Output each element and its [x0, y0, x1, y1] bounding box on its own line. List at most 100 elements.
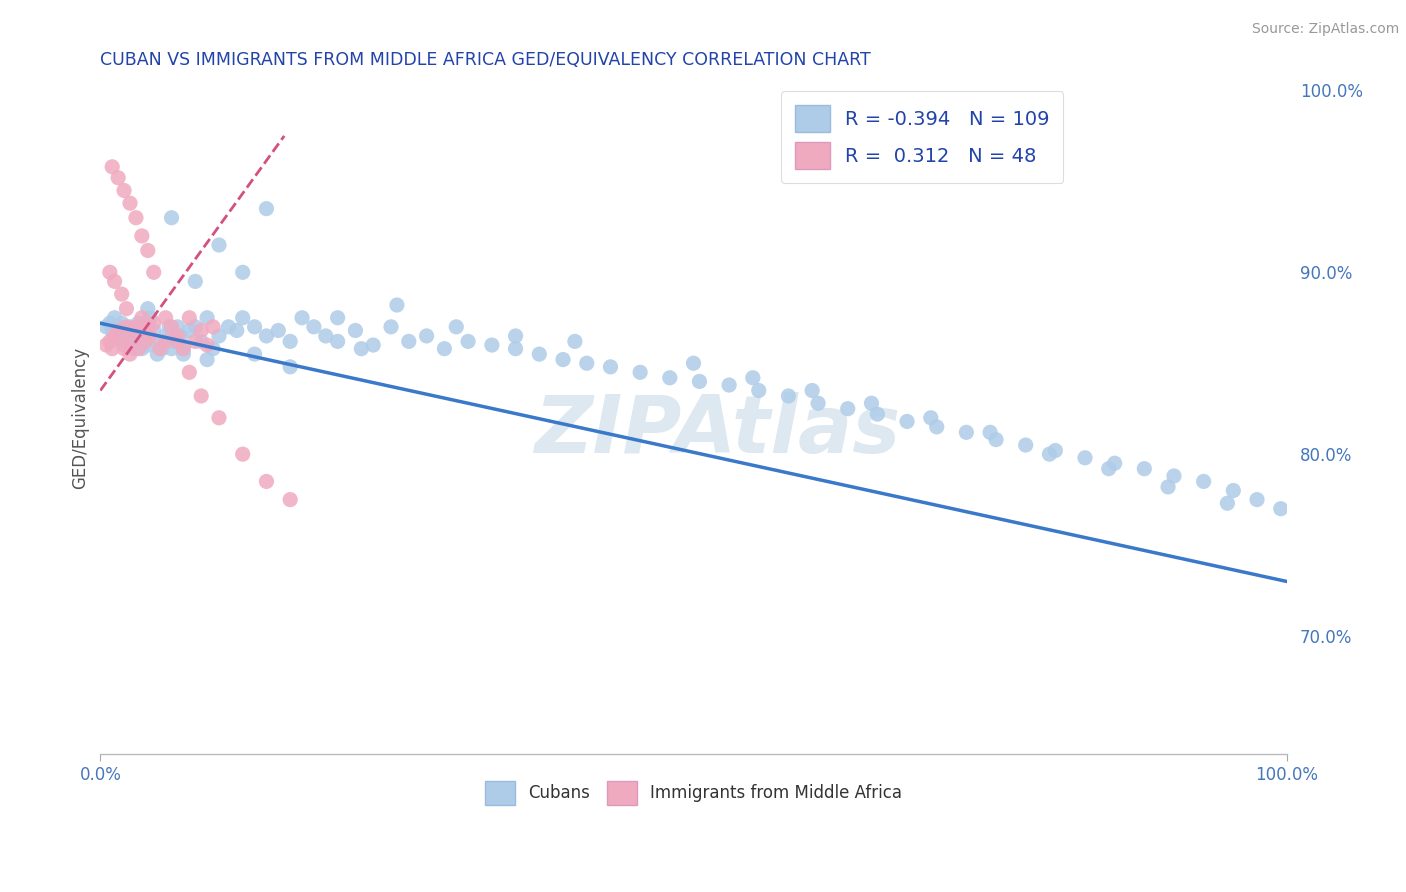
Point [505, 329, 527, 343]
Point [1074, 450, 1097, 465]
Point [1157, 480, 1180, 494]
Point [118, 334, 141, 349]
Point [149, 342, 172, 356]
Point [107, 324, 129, 338]
Point [628, 365, 651, 379]
Point [801, 384, 824, 398]
Point [107, 170, 129, 185]
Point [134, 334, 156, 349]
Point [267, 324, 290, 338]
Text: Source: ZipAtlas.com: Source: ZipAtlas.com [1251, 22, 1399, 37]
Point [166, 334, 188, 349]
Point [166, 329, 188, 343]
Point [682, 356, 704, 370]
Point [96, 338, 118, 352]
Point [115, 301, 138, 316]
Point [131, 329, 153, 343]
Point [302, 319, 325, 334]
Point [142, 324, 165, 338]
Point [157, 319, 180, 334]
Point [131, 228, 153, 243]
Legend: Cubans, Immigrants from Middle Africa: Cubans, Immigrants from Middle Africa [477, 772, 911, 814]
Point [1038, 447, 1060, 461]
Point [385, 298, 408, 312]
Point [184, 334, 207, 349]
Point [127, 342, 149, 356]
Point [112, 342, 135, 356]
Point [139, 310, 162, 325]
Point [955, 425, 977, 440]
Point [115, 324, 138, 338]
Point [837, 401, 859, 416]
Point [101, 324, 124, 338]
Point [98, 334, 121, 349]
Point [984, 433, 1007, 447]
Point [101, 342, 124, 356]
Point [446, 319, 468, 334]
Point [225, 324, 247, 338]
Point [529, 347, 551, 361]
Point [278, 359, 301, 374]
Point [315, 329, 337, 343]
Point [122, 324, 145, 338]
Point [326, 310, 349, 325]
Point [195, 310, 218, 325]
Point [131, 310, 153, 325]
Point [172, 347, 194, 361]
Point [807, 396, 830, 410]
Point [172, 342, 194, 356]
Point [232, 265, 254, 279]
Point [278, 492, 301, 507]
Point [103, 329, 125, 343]
Point [979, 425, 1001, 440]
Point [160, 319, 183, 334]
Point [142, 316, 165, 330]
Point [107, 319, 129, 334]
Point [136, 319, 159, 334]
Point [125, 319, 148, 334]
Point [155, 334, 177, 349]
Point [1246, 492, 1268, 507]
Text: ZIPAtlas: ZIPAtlas [534, 392, 900, 470]
Point [1216, 496, 1239, 510]
Point [208, 410, 231, 425]
Point [232, 310, 254, 325]
Point [326, 334, 349, 349]
Point [256, 329, 278, 343]
Point [718, 378, 741, 392]
Point [380, 319, 402, 334]
Point [920, 410, 942, 425]
Point [575, 356, 598, 370]
Point [111, 287, 134, 301]
Point [1163, 469, 1185, 483]
Point [202, 319, 225, 334]
Point [208, 238, 231, 252]
Point [136, 244, 159, 258]
Point [866, 407, 889, 421]
Point [134, 334, 156, 349]
Point [278, 334, 301, 349]
Point [860, 396, 883, 410]
Point [1104, 456, 1126, 470]
Point [741, 371, 763, 385]
Point [150, 342, 173, 356]
Point [184, 274, 207, 288]
Point [688, 375, 710, 389]
Point [190, 324, 212, 338]
Point [433, 342, 456, 356]
Point [190, 334, 212, 349]
Point [256, 202, 278, 216]
Point [122, 342, 145, 356]
Point [103, 310, 125, 325]
Point [190, 389, 212, 403]
Point [925, 420, 948, 434]
Point [149, 334, 172, 349]
Point [481, 338, 503, 352]
Point [179, 310, 201, 325]
Point [896, 414, 918, 428]
Point [115, 319, 138, 334]
Point [111, 316, 134, 330]
Point [184, 319, 207, 334]
Point [118, 347, 141, 361]
Point [103, 274, 125, 288]
